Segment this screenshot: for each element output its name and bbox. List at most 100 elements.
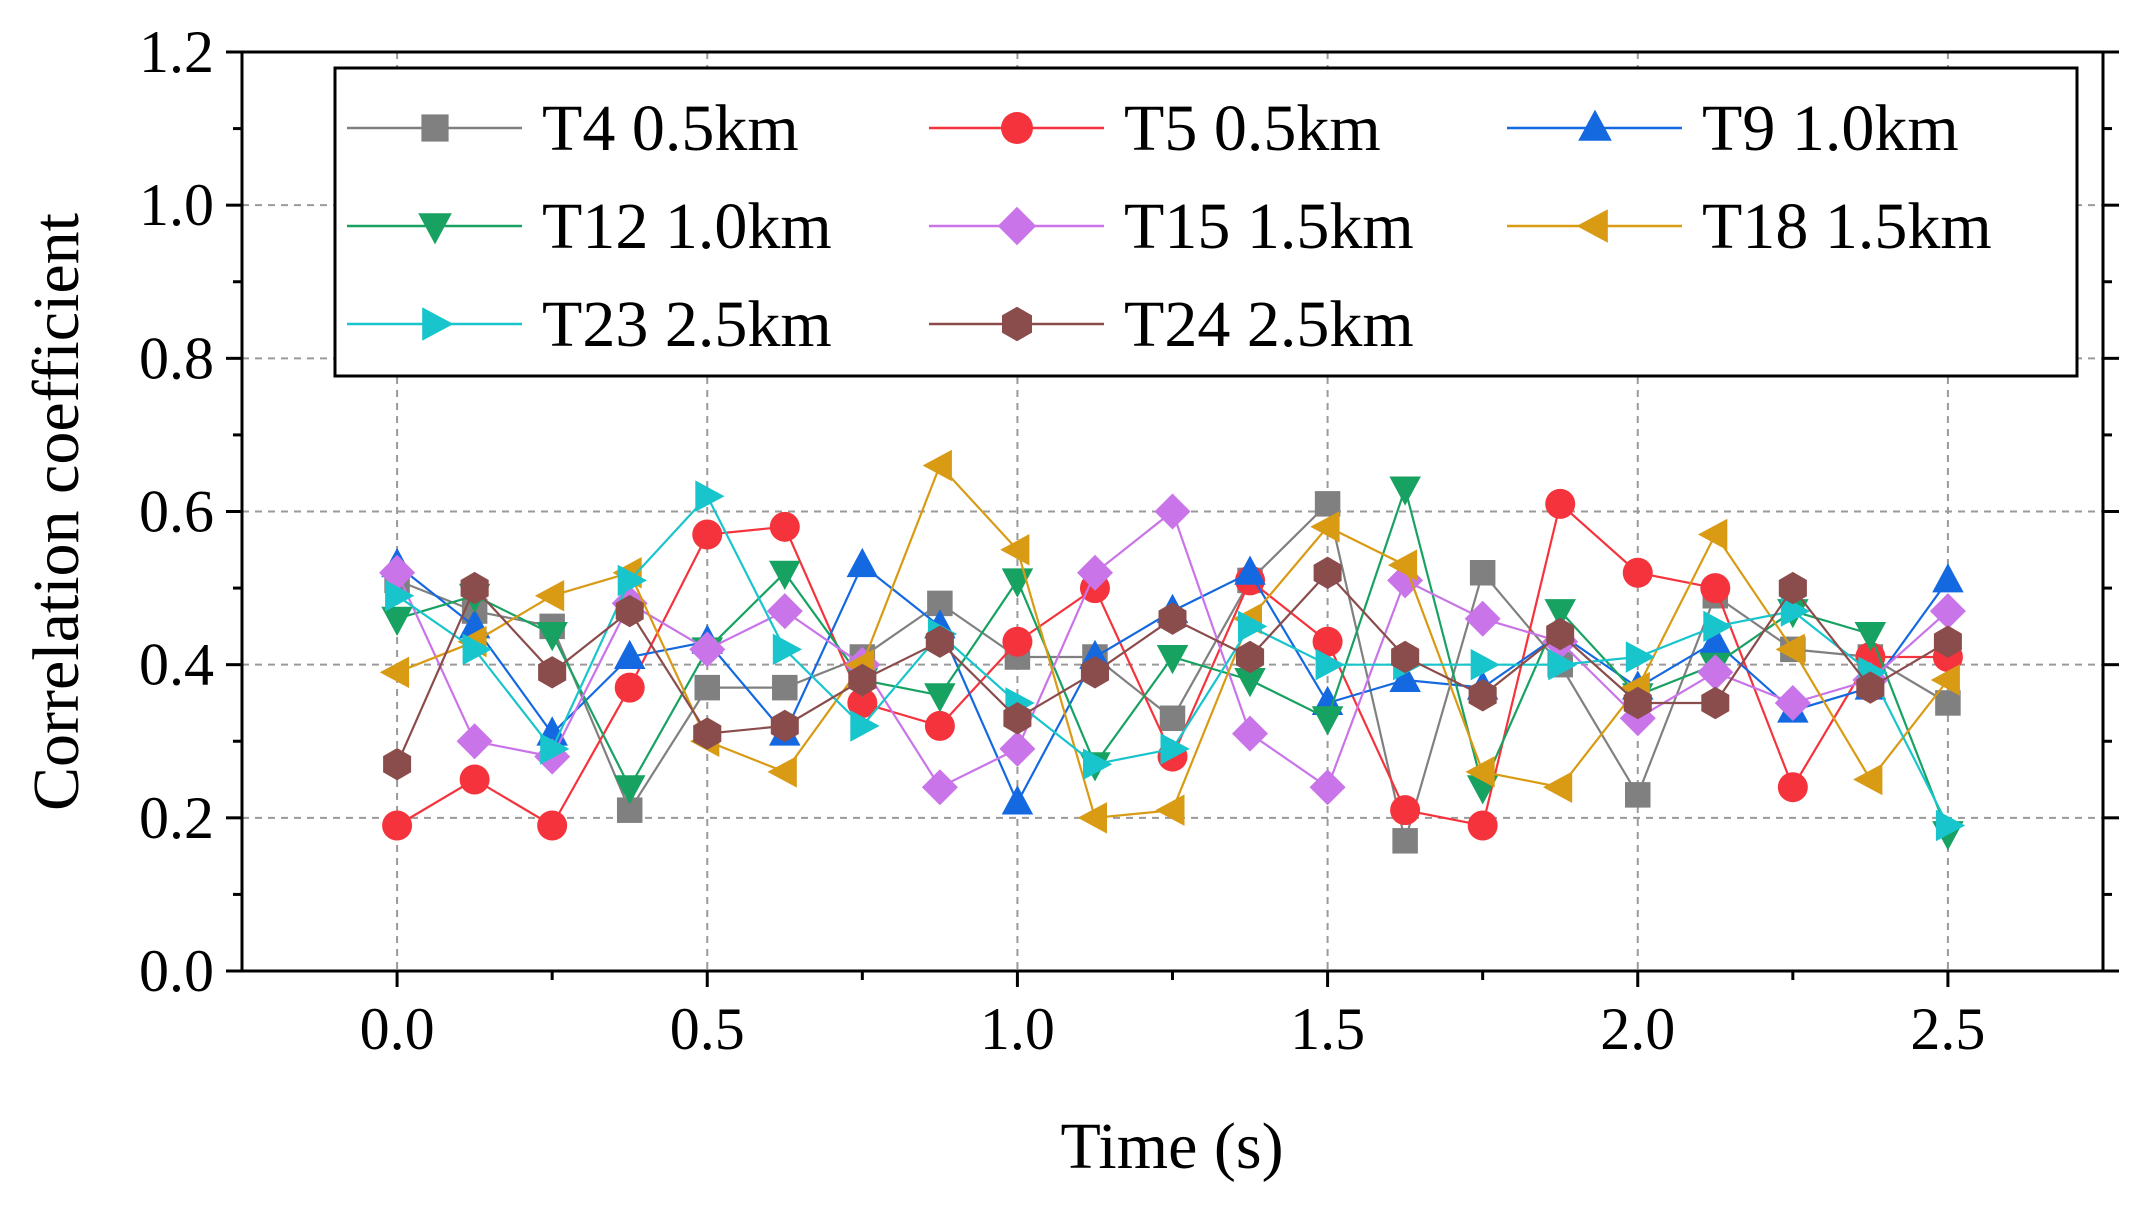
- data-point: [615, 594, 644, 628]
- data-point: [1392, 828, 1418, 854]
- x-tick-label: 2.5: [1910, 996, 1985, 1062]
- data-point: [1775, 633, 1805, 666]
- y-tick-label: 1.2: [139, 19, 214, 85]
- data-point: [694, 674, 720, 701]
- data-point: [385, 580, 415, 612]
- legend-label: T24 2.5km: [1124, 288, 1414, 361]
- data-point: [1470, 648, 1500, 681]
- data-point: [1155, 794, 1185, 826]
- data-point: [1002, 626, 1033, 657]
- x-tick-label: 2.0: [1600, 996, 1675, 1062]
- data-point: [1935, 809, 1966, 842]
- data-point: [1854, 622, 1887, 652]
- data-point: [1389, 662, 1421, 692]
- data-point: [460, 571, 489, 605]
- y-tick-label: 0.4: [139, 632, 214, 698]
- data-point: [1387, 549, 1418, 581]
- data-point: [1469, 560, 1496, 586]
- y-tick-label: 0.8: [139, 325, 214, 391]
- legend-marker: [1576, 209, 1608, 243]
- data-point: [1701, 686, 1730, 720]
- data-point: [848, 663, 877, 697]
- series-t23-2-5km: [385, 480, 1966, 842]
- data-point: [925, 625, 954, 658]
- data-point: [614, 639, 646, 669]
- data-point: [772, 633, 802, 666]
- data-point: [1315, 648, 1345, 681]
- data-point: [1700, 573, 1731, 604]
- data-point: [1778, 571, 1807, 605]
- data-point: [850, 710, 880, 742]
- data-point: [617, 564, 647, 597]
- data-point: [769, 560, 801, 590]
- data-point: [922, 449, 952, 482]
- legend-label: T18 1.5km: [1702, 190, 1992, 263]
- data-point: [1158, 602, 1187, 635]
- data-point: [1930, 664, 1960, 696]
- data-point: [1156, 645, 1189, 675]
- data-point: [1548, 648, 1578, 681]
- data-point: [534, 580, 565, 612]
- data-point: [614, 775, 646, 805]
- data-point: [692, 519, 723, 550]
- data-point: [1703, 610, 1733, 643]
- data-point: [689, 631, 726, 668]
- data-point: [1468, 679, 1497, 712]
- data-point: [538, 656, 567, 689]
- data-point: [924, 710, 955, 741]
- data-point: [1001, 785, 1034, 815]
- data-point: [1232, 715, 1268, 752]
- data-point: [921, 769, 958, 806]
- data-point: [1856, 671, 1885, 704]
- data-point: [1777, 772, 1808, 803]
- data-point: [536, 622, 568, 652]
- legend-box: [333, 66, 2079, 378]
- data-point: [456, 723, 493, 760]
- legend-marker: [1002, 306, 1032, 342]
- data-point: [1313, 556, 1342, 589]
- data-point: [379, 656, 410, 689]
- data-point: [1390, 795, 1421, 826]
- data-point: [1159, 705, 1186, 732]
- data-point: [1160, 733, 1190, 765]
- legend-label: T23 2.5km: [542, 288, 832, 361]
- data-point: [462, 633, 492, 666]
- data-point: [924, 683, 956, 713]
- data-point: [1933, 625, 1962, 658]
- data-point: [1774, 685, 1811, 721]
- data-point: [769, 511, 800, 542]
- y-axis-label: Correlation coefficient: [20, 213, 93, 811]
- data-point: [1699, 624, 1731, 654]
- data-point: [1625, 782, 1651, 808]
- legend-entry: T5 0.5km: [929, 92, 1381, 165]
- data-point: [383, 748, 412, 781]
- legend-entry: T18 1.5km: [1507, 190, 1992, 263]
- legend-marker: [1001, 112, 1033, 144]
- data-point: [1003, 702, 1032, 735]
- data-point: [1698, 518, 1728, 551]
- data-point: [1310, 511, 1340, 543]
- series-t24-2-5km: [383, 556, 1962, 781]
- legend-entry: T12 1.0km: [347, 190, 832, 263]
- y-tick-label: 0.6: [139, 479, 214, 545]
- data-point: [1623, 686, 1652, 720]
- data-point: [999, 730, 1036, 767]
- legend-entry: T24 2.5km: [929, 288, 1414, 361]
- legend-marker: [422, 307, 454, 341]
- legend-label: T4 0.5km: [542, 92, 799, 165]
- data-point: [1391, 640, 1420, 674]
- data-point: [1932, 563, 1964, 593]
- data-point: [770, 709, 799, 743]
- data-point: [1312, 626, 1343, 657]
- data-point: [695, 480, 725, 512]
- data-point: [1080, 656, 1109, 689]
- legend-label: T9 1.0km: [1702, 92, 1959, 165]
- y-tick-label: 0.0: [139, 938, 214, 1004]
- data-point: [537, 810, 568, 841]
- legend-marker: [418, 213, 452, 245]
- data-point: [1464, 600, 1501, 637]
- data-point: [1238, 610, 1268, 643]
- data-point: [693, 717, 722, 750]
- data-point: [1465, 756, 1495, 788]
